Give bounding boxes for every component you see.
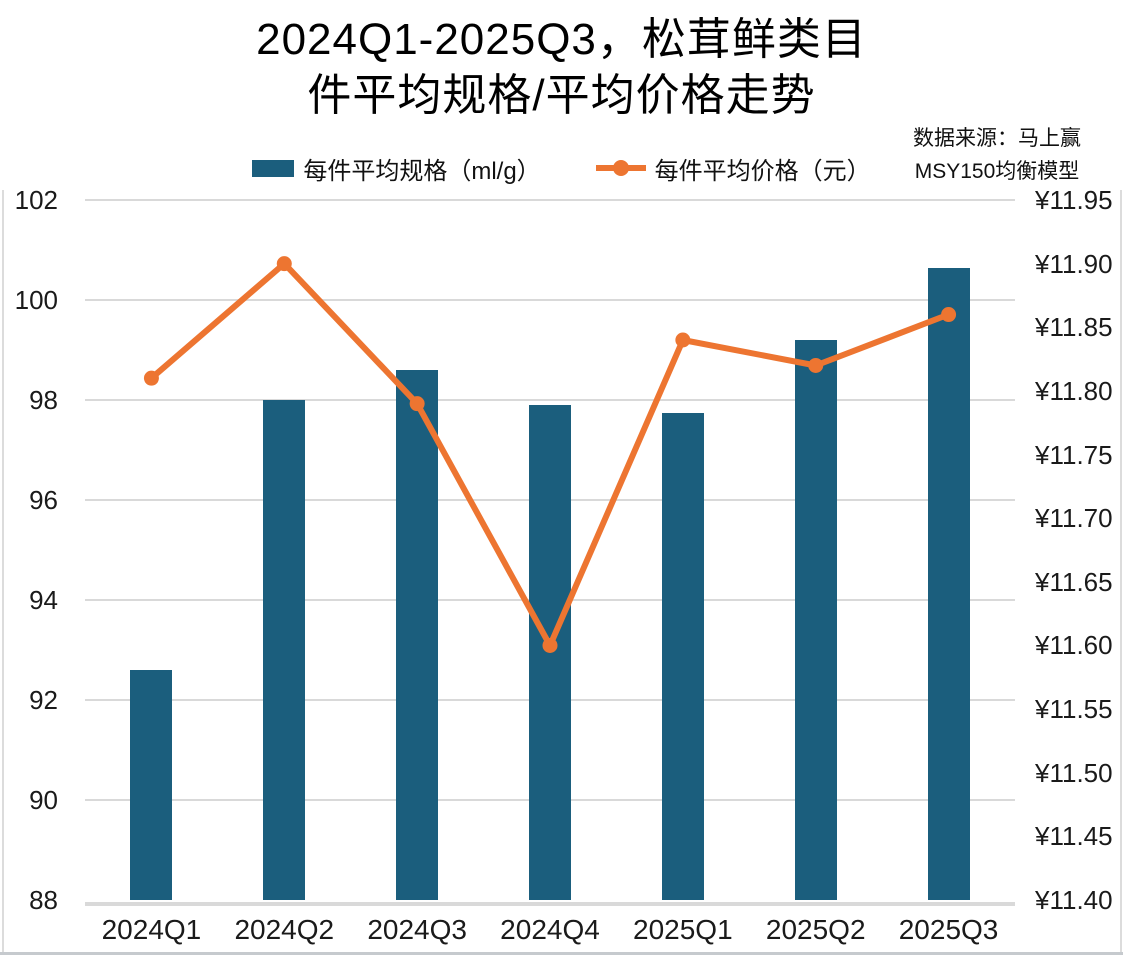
data-source-line1: 数据来源：马上赢 [913,127,1081,150]
bar-swatch-icon [252,159,295,177]
sheet-border-bottom [0,952,1123,955]
gridline [85,299,1015,301]
legend: 每件平均规格（ml/g） 每件平均价格（元） [0,150,1123,186]
right-axis-tick: ¥11.85 [1035,312,1113,343]
price-point-2024Q3 [409,396,425,412]
left-axis-tick: 102 [14,185,58,215]
legend-label-avg-price: 每件平均价格（元） [654,157,871,185]
left-axis-tick: 88 [29,885,58,915]
price-point-2025Q3 [941,307,957,323]
gridline [85,399,1015,401]
plot-area [85,199,1015,906]
price-point-2024Q1 [143,370,159,386]
x-axis-tick-2024Q1: 2024Q1 [101,914,202,945]
x-axis-tick-2025Q3: 2025Q3 [898,914,999,945]
x-axis-tick-2024Q3: 2024Q3 [367,914,467,945]
left-axis-tick: 92 [29,685,58,715]
left-axis-tick: 98 [29,385,58,415]
left-axis-tick: 94 [29,585,58,615]
sheet-border-left [2,190,4,953]
chart-title-line1: 2024Q1-2025Q3，松茸鲜类目 [256,15,867,64]
left-axis-labels: 102 100 98 96 94 92 90 88 [0,185,58,915]
x-axis-line [85,902,1015,906]
x-axis-tick-2024Q4: 2024Q4 [500,914,600,945]
right-axis-tick: ¥11.95 [1035,185,1113,215]
bar-2025Q1 [661,412,704,900]
price-line-layer [143,256,957,653]
legend-item-avg-spec: 每件平均规格（ml/g） [252,151,541,186]
x-axis-labels: 2024Q1 2024Q2 2024Q3 2024Q4 2025Q1 2025Q2 2025… [85,912,1015,948]
left-axis-tick: 96 [29,485,58,515]
x-axis-tick-2025Q2: 2025Q2 [765,914,866,945]
right-axis-tick: ¥11.80 [1035,375,1113,406]
right-axis-tick: ¥11.55 [1035,694,1113,725]
data-source-line2: MSY150均衡模型 [914,160,1080,183]
price-point-2024Q4 [542,637,558,653]
right-axis-tick: ¥11.75 [1035,439,1113,470]
x-axis-tick-2025Q1: 2025Q1 [633,914,733,945]
bar-2025Q3 [927,267,970,900]
gridline [85,199,1015,201]
right-axis-tick: ¥11.45 [1035,821,1113,852]
left-axis-tick: 100 [14,285,58,315]
line-dot-icon [595,160,646,176]
chart-title-line2: 件平均规格/平均价格走势 [307,71,816,120]
legend-label-avg-spec: 每件平均规格（ml/g） [303,157,541,185]
right-axis-tick: ¥11.40 [1035,885,1113,915]
bar-2025Q2 [794,340,837,900]
right-axis-tick: ¥11.90 [1035,248,1113,279]
legend-line-dot [612,160,629,176]
bar-2024Q3 [396,370,439,900]
right-axis-labels: ¥11.95 ¥11.90 ¥11.85 ¥11.80 ¥11.75 ¥11.70 ¥11.… [1035,185,1120,915]
chart-title: 2024Q1-2025Q3，松茸鲜类目 件平均规格/平均价格走势 [0,12,1123,124]
price-point-2024Q2 [276,256,292,272]
price-point-2025Q1 [675,332,691,348]
price-point-2025Q2 [808,357,824,373]
left-axis-tick: 90 [29,785,58,815]
bar-2024Q2 [263,400,306,900]
right-axis-tick: ¥11.60 [1035,630,1113,661]
data-source: 数据来源：马上赢 MSY150均衡模型 [877,122,1117,188]
bar-2024Q1 [130,670,173,900]
price-line-path [148,260,952,649]
right-axis-tick: ¥11.70 [1035,503,1113,534]
right-axis-tick: ¥11.50 [1035,757,1113,788]
x-axis-tick-2024Q2: 2024Q2 [234,914,335,945]
right-axis-tick: ¥11.65 [1035,566,1113,597]
legend-item-avg-price: 每件平均价格（元） [595,151,871,186]
sheet-border-right [1120,190,1122,953]
